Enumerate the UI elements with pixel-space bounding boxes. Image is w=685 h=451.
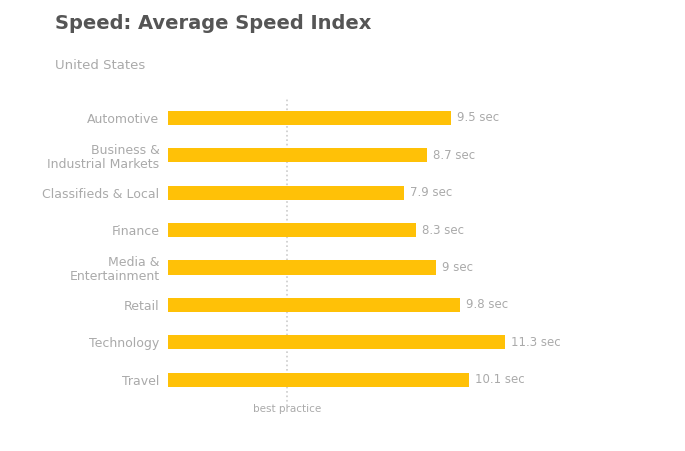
Bar (168, 373, 469, 387)
Text: 10.1 sec: 10.1 sec (475, 373, 525, 386)
Text: 7.9 sec: 7.9 sec (410, 186, 452, 199)
Text: best practice: best practice (253, 404, 321, 414)
Bar (168, 260, 436, 275)
Text: 11.3 sec: 11.3 sec (511, 336, 561, 349)
Text: 8.3 sec: 8.3 sec (421, 224, 464, 237)
Bar (168, 298, 460, 312)
Bar (168, 186, 403, 200)
Bar (168, 335, 505, 350)
Text: 9.5 sec: 9.5 sec (458, 111, 499, 124)
Bar (168, 148, 427, 162)
Text: Speed: Average Speed Index: Speed: Average Speed Index (55, 14, 371, 32)
Bar (168, 223, 416, 237)
Text: 9.8 sec: 9.8 sec (466, 299, 508, 312)
Text: 9 sec: 9 sec (443, 261, 473, 274)
Text: 8.7 sec: 8.7 sec (434, 149, 475, 162)
Bar (168, 111, 451, 125)
Text: United States: United States (55, 59, 145, 72)
